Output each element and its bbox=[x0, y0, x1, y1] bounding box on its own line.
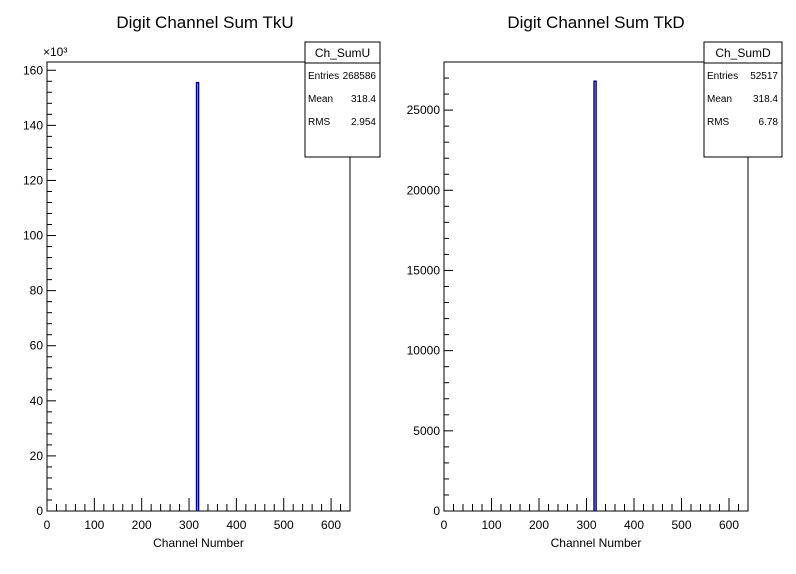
stats-value-mean: 318.4 bbox=[753, 94, 778, 105]
y-tick-label: 140 bbox=[23, 118, 43, 132]
x-tick-label: 600 bbox=[321, 518, 341, 532]
chart-title: Digit Channel Sum TkD bbox=[507, 13, 684, 32]
x-tick-label: 400 bbox=[226, 518, 246, 532]
y-tick-label: 15000 bbox=[407, 263, 441, 277]
y-tick-label: 20 bbox=[30, 449, 44, 463]
histogram-bin bbox=[195, 81, 200, 511]
x-axis-title: Channel Number bbox=[153, 536, 244, 550]
stats-box bbox=[304, 41, 381, 158]
x-tick-label: 300 bbox=[576, 518, 596, 532]
stats-value-entries: 268586 bbox=[343, 71, 377, 82]
y-tick-label: 10000 bbox=[407, 344, 441, 358]
x-tick-label: 0 bbox=[44, 518, 51, 532]
stats-value-rms: 6.78 bbox=[759, 117, 779, 128]
y-tick-label: 25000 bbox=[407, 103, 441, 117]
x-tick-label: 300 bbox=[179, 518, 199, 532]
y-tick-label: 80 bbox=[30, 284, 44, 298]
y-tick-label: 40 bbox=[30, 394, 44, 408]
histogram-panel-2: Digit Channel Sum TkD 0 100 200 300 400 500 600… bbox=[407, 13, 783, 550]
stats-value-entries: 52517 bbox=[750, 71, 778, 82]
stats-histogram-name: Ch_SumD bbox=[715, 46, 771, 60]
x-tick-label: 100 bbox=[481, 518, 501, 532]
x-tick-label: 600 bbox=[719, 518, 739, 532]
y-tick-label: 120 bbox=[23, 173, 43, 187]
x-tick-label: 200 bbox=[132, 518, 152, 532]
y-tick-label: 0 bbox=[36, 504, 43, 518]
stats-label-rms: RMS bbox=[308, 117, 331, 128]
stats-label-mean: Mean bbox=[707, 94, 732, 105]
y-tick-label: 5000 bbox=[413, 424, 440, 438]
stats-label-entries: Entries bbox=[308, 71, 339, 82]
x-axis-title: Channel Number bbox=[551, 536, 642, 550]
stats-label-entries: Entries bbox=[707, 71, 738, 82]
y-tick-label: 0 bbox=[433, 504, 440, 518]
y-tick-label: 160 bbox=[23, 63, 43, 77]
stats-histogram-name: Ch_SumU bbox=[315, 46, 370, 60]
x-tick-label: 400 bbox=[624, 518, 644, 532]
y-tick-label: 100 bbox=[23, 229, 43, 243]
x-tick-label: 500 bbox=[671, 518, 691, 532]
stats-value-rms: 2.954 bbox=[351, 117, 376, 128]
x-tick-label: 500 bbox=[274, 518, 294, 532]
histogram-bin bbox=[593, 80, 597, 511]
chart-title: Digit Channel Sum TkU bbox=[116, 13, 293, 32]
y-axis-multiplier: ×10³ bbox=[43, 45, 67, 59]
x-tick-label: 100 bbox=[84, 518, 104, 532]
stats-box bbox=[703, 41, 783, 158]
stats-label-mean: Mean bbox=[308, 94, 333, 105]
stats-label-rms: RMS bbox=[707, 117, 730, 128]
x-tick-label: 0 bbox=[441, 518, 448, 532]
x-tick-label: 200 bbox=[529, 518, 549, 532]
y-tick-label: 20000 bbox=[407, 183, 441, 197]
y-tick-label: 60 bbox=[30, 339, 44, 353]
stats-value-mean: 318.4 bbox=[351, 94, 376, 105]
